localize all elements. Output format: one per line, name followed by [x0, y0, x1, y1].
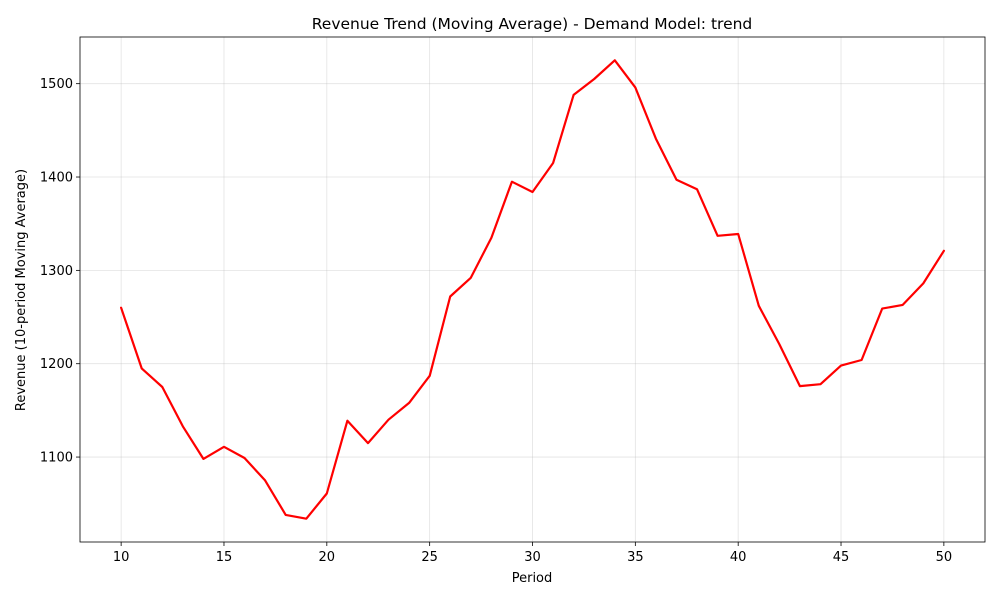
- x-tick-label: 30: [524, 550, 541, 565]
- y-tick-label: 1300: [40, 264, 73, 279]
- x-tick-label: 25: [421, 550, 438, 565]
- grid: [80, 37, 985, 542]
- x-axis: 10 15 20 25 30 35 40 45 50: [113, 542, 952, 565]
- y-tick-label: 1400: [40, 171, 73, 186]
- series-line-revenue: [120, 59, 945, 520]
- x-axis-label: Period: [512, 571, 553, 586]
- y-tick-label: 1200: [40, 357, 73, 372]
- x-tick-label: 15: [216, 550, 233, 565]
- y-axis: 1100 1200 1300 1400 1500: [40, 77, 80, 466]
- x-tick-label: 20: [319, 550, 336, 565]
- x-tick-label: 40: [730, 550, 747, 565]
- y-axis-label: Revenue (10-period Moving Average): [14, 169, 29, 411]
- x-tick-label: 35: [627, 550, 644, 565]
- x-tick-label: 10: [113, 550, 130, 565]
- x-tick-label: 45: [833, 550, 850, 565]
- series-layer: [120, 59, 945, 520]
- y-tick-label: 1100: [40, 451, 73, 466]
- chart-title: Revenue Trend (Moving Average) - Demand …: [312, 15, 753, 33]
- y-tick-label: 1500: [40, 77, 73, 92]
- x-tick-label: 50: [936, 550, 953, 565]
